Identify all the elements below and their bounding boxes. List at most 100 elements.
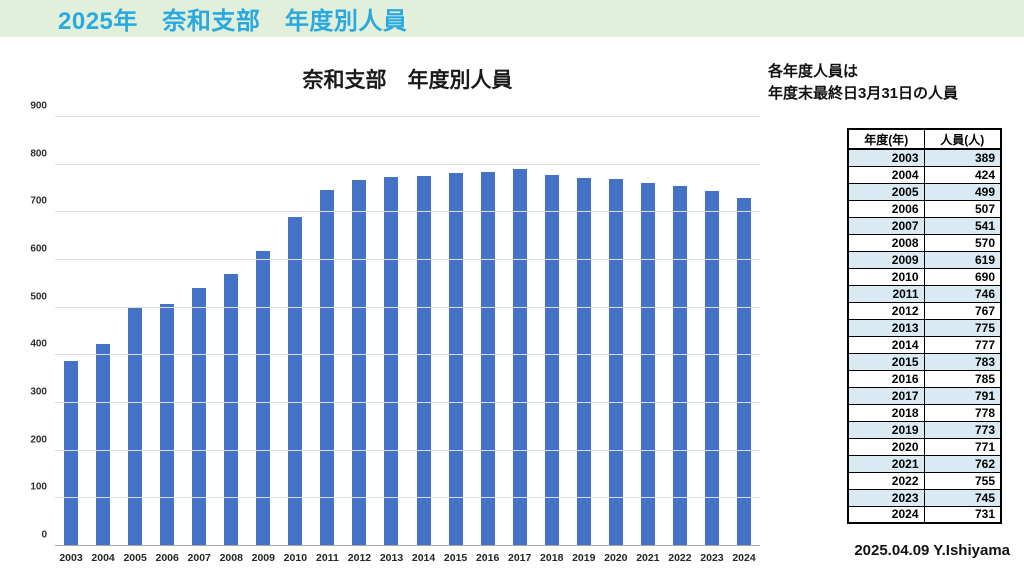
x-tick-label-2006: 2006 — [155, 552, 179, 564]
table-cell-count: 791 — [923, 386, 1002, 405]
bar-cell-2004 — [87, 117, 119, 546]
table-row-2008: 2008 570 — [847, 233, 1002, 252]
bar-2004 — [96, 343, 111, 546]
bars-container — [55, 117, 760, 546]
bar-cell-2024 — [728, 117, 760, 546]
table-cell-count: 389 — [923, 148, 1002, 167]
x-tick-label-2009: 2009 — [251, 552, 275, 564]
table-cell-count: 570 — [923, 233, 1002, 252]
bar-2005 — [128, 308, 143, 546]
table-cell-count: 745 — [923, 488, 1002, 507]
table-cell-count: 767 — [923, 301, 1002, 320]
table-cell-count: 778 — [923, 403, 1002, 422]
bar-2022 — [672, 186, 687, 546]
bar-2010 — [288, 217, 303, 546]
table-body: 2003 389 2004 424 2005 499 2006 507 2007 541 2008 5… — [847, 148, 1002, 524]
table-row-2023: 2023 745 — [847, 488, 1002, 507]
table-cell-year: 2013 — [847, 318, 925, 337]
bar-cell-2012 — [343, 117, 375, 546]
table-cell-year: 2019 — [847, 420, 925, 439]
bar-2019 — [576, 177, 591, 546]
bar-2017 — [512, 168, 527, 546]
bar-cell-2003 — [55, 117, 87, 546]
bar-cell-2006 — [151, 117, 183, 546]
table-header-row: 年度(年) 人員(人) — [847, 128, 1002, 150]
chart-title: 奈和支部 年度別人員 — [302, 69, 513, 92]
table-row-2009: 2009 619 — [847, 250, 1002, 269]
table-cell-count: 619 — [923, 250, 1002, 269]
table-cell-year: 2009 — [847, 250, 925, 269]
y-tick-label-0: 0 — [41, 529, 47, 541]
x-tick-label-2015: 2015 — [443, 552, 468, 564]
table-row-2017: 2017 791 — [847, 386, 1002, 405]
table-row-2022: 2022 755 — [847, 471, 1002, 490]
table-cell-count: 775 — [923, 318, 1002, 337]
y-tick-label-300: 300 — [30, 386, 47, 398]
bar-2023 — [704, 190, 719, 546]
table-row-2016: 2016 785 — [847, 369, 1002, 388]
bar-2013 — [384, 176, 399, 546]
y-tick-label-200: 200 — [30, 434, 47, 446]
table-cell-count: 783 — [923, 352, 1002, 371]
table-row-2005: 2005 499 — [847, 182, 1002, 201]
x-tick-label-2017: 2017 — [508, 552, 532, 564]
table-cell-count: 541 — [923, 216, 1002, 235]
table-row-2021: 2021 762 — [847, 454, 1002, 473]
y-tick-label-700: 700 — [30, 195, 47, 207]
table-row-2014: 2014 777 — [847, 335, 1002, 354]
x-tick-label-2021: 2021 — [636, 552, 660, 564]
table-cell-count: 499 — [923, 182, 1002, 201]
x-tick-label-2022: 2022 — [668, 552, 692, 564]
table-row-2013: 2013 775 — [847, 318, 1002, 337]
table-cell-count: 777 — [923, 335, 1002, 354]
gridline-500 — [55, 306, 760, 308]
bar-2020 — [608, 178, 623, 546]
x-tick-label-2012: 2012 — [347, 552, 372, 564]
table-cell-year: 2006 — [847, 199, 925, 218]
table-row-2024: 2024 731 — [847, 505, 1002, 524]
plot-area: 0 100 200 300 400 500 600 700 800 900 — [30, 101, 760, 546]
x-tick-label-2011: 2011 — [316, 552, 339, 564]
table-cell-count: 690 — [923, 267, 1002, 286]
bar-cell-2019 — [568, 117, 600, 546]
table-cell-count: 773 — [923, 420, 1002, 439]
bar-2018 — [544, 175, 559, 546]
bar-cell-2009 — [247, 117, 279, 546]
bar-cell-2005 — [119, 117, 151, 546]
x-tick-label-2004: 2004 — [91, 552, 115, 564]
bar-2011 — [320, 190, 335, 546]
annotation-note-line2: 年度末最終日3月31日の人員 — [768, 84, 959, 102]
table-cell-year: 2008 — [847, 233, 925, 252]
bar-2021 — [640, 182, 655, 546]
table-header-year: 年度(年) — [847, 128, 925, 150]
gridline-600 — [55, 259, 760, 261]
x-axis-line — [55, 545, 760, 546]
table-cell-year: 2014 — [847, 335, 925, 354]
annotation-note-line1: 各年度人員は — [768, 63, 859, 80]
bar-2014 — [416, 175, 431, 546]
x-tick-label-2014: 2014 — [411, 552, 436, 564]
table-cell-year: 2010 — [847, 267, 925, 286]
table-cell-count: 746 — [923, 284, 1002, 303]
page-header-banner: 2025年 奈和支部 年度別人員 — [0, 0, 1024, 37]
table-row-2020: 2020 771 — [847, 437, 1002, 456]
x-tick-label-2010: 2010 — [283, 552, 308, 564]
table-cell-year: 2007 — [847, 216, 925, 235]
table-cell-count: 731 — [923, 505, 1002, 524]
table-cell-year: 2004 — [847, 165, 925, 184]
x-tick-label-2013: 2013 — [379, 552, 404, 564]
x-tick-label-2016: 2016 — [475, 552, 500, 564]
table-cell-year: 2020 — [847, 437, 925, 456]
x-tick-label-2019: 2019 — [572, 552, 596, 564]
table-cell-count: 424 — [923, 165, 1002, 184]
bar-cell-2016 — [472, 117, 504, 546]
table-cell-year: 2003 — [847, 148, 925, 167]
bar-2008 — [224, 274, 239, 546]
bar-2003 — [64, 360, 79, 546]
bar-cell-2008 — [215, 117, 247, 546]
x-tick-label-2018: 2018 — [540, 552, 564, 564]
bar-cell-2023 — [696, 117, 728, 546]
table-cell-year: 2018 — [847, 403, 925, 422]
table-cell-year: 2016 — [847, 369, 925, 388]
table-header-count: 人員(人) — [923, 128, 1002, 150]
